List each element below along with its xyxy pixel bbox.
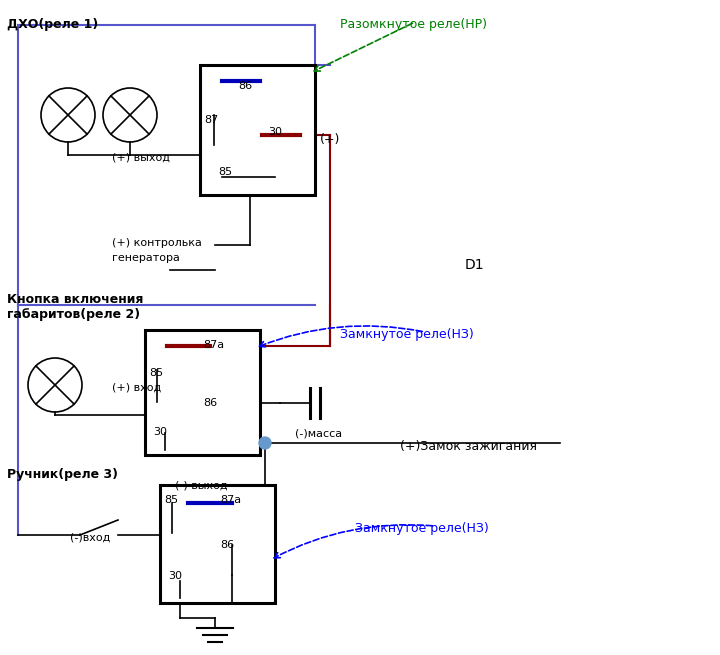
Text: Замкнутое реле(НЗ): Замкнутое реле(НЗ) [355,522,489,535]
Text: 85: 85 [164,495,178,505]
Text: Ручник(реле 3): Ручник(реле 3) [7,468,118,481]
Text: 86: 86 [238,81,252,91]
Text: (+): (+) [320,133,341,146]
Text: (+) выход: (+) выход [112,153,170,163]
Text: 87a: 87a [203,340,224,350]
Text: (+)Замок зажигания: (+)Замок зажигания [400,440,537,453]
Text: 30: 30 [153,427,167,437]
Text: 30: 30 [168,571,182,581]
Text: D1: D1 [465,258,485,272]
Bar [160,485,275,603]
Text: 86: 86 [220,540,234,550]
Text: (-) выход: (-) выход [175,480,228,490]
Text: 85: 85 [218,167,232,177]
Text: 87a: 87a [220,495,241,505]
Text: ДХО(реле 1): ДХО(реле 1) [7,18,98,31]
Text: 87: 87 [204,115,218,125]
Text: (-)вход: (-)вход [70,533,110,543]
Text: (-)масса: (-)масса [295,428,342,438]
Bar [145,330,260,455]
Text: Кнопка включения: Кнопка включения [7,293,143,306]
Text: генератора: генератора [112,253,180,263]
Text: 85: 85 [149,368,163,378]
Text: габаритов(реле 2): габаритов(реле 2) [7,308,140,321]
Text: Разомкнутое реле(НР): Разомкнутое реле(НР) [340,18,487,31]
Circle shape [259,437,271,449]
Text: (+) контролька: (+) контролька [112,238,202,248]
Text: (+) вход: (+) вход [112,383,161,393]
Text: 86: 86 [203,398,217,408]
Bar [200,65,315,195]
Text: Замкнутое реле(НЗ): Замкнутое реле(НЗ) [340,328,474,341]
Text: 30: 30 [268,127,282,137]
